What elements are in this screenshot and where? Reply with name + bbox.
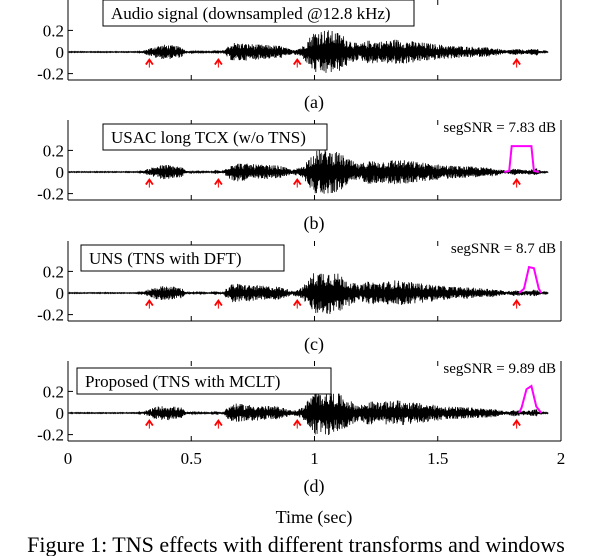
legend-box bbox=[102, 123, 328, 151]
y-tick-label: 0.2 bbox=[43, 141, 64, 160]
y-tick-label: 0 bbox=[56, 163, 65, 182]
y-tick-label: 0 bbox=[56, 43, 65, 62]
panel-label: (a) bbox=[304, 92, 324, 113]
panel-b: 0.2 0 -0.2 USAC long TCX (w/o TNS) segSNR = … bbox=[37, 120, 562, 234]
envelope-overlay-line bbox=[504, 145, 540, 173]
segsnr-annotation: segSNR = 8.7 dB bbox=[451, 241, 556, 257]
x-tick-label: 0 bbox=[64, 449, 73, 468]
y-tick-label: -0.2 bbox=[37, 65, 64, 84]
panel-c: 0.2 0 -0.2 UNS (TNS with DFT) segSNR = 8.7 d… bbox=[37, 241, 562, 355]
y-tick-label: 0.2 bbox=[43, 382, 64, 401]
x-tick-label: 2 bbox=[557, 449, 566, 468]
legend-label: Proposed (TNS with MCLT) bbox=[85, 372, 280, 391]
legend-box bbox=[80, 244, 285, 272]
legend-label: UNS (TNS with DFT) bbox=[89, 249, 242, 268]
waveform-line bbox=[68, 30, 549, 73]
legend-label: USAC long TCX (w/o TNS) bbox=[111, 128, 306, 147]
y-tick-label: 0.2 bbox=[43, 21, 64, 40]
y-tick-label: 0.2 bbox=[43, 262, 64, 281]
legend-label: Audio signal (downsampled @12.8 kHz) bbox=[111, 4, 391, 23]
y-tick-label: -0.2 bbox=[37, 185, 64, 204]
y-tick-label: -0.2 bbox=[37, 306, 64, 325]
panel-a: 0.2 0 -0.2 Audio signal (downsampled @12.8 … bbox=[37, 0, 562, 113]
panel-label: (b) bbox=[304, 213, 325, 234]
waveform-line bbox=[68, 390, 549, 436]
y-tick-label: -0.2 bbox=[37, 426, 64, 445]
figure-caption: Figure 1: TNS effects with different tra… bbox=[27, 532, 565, 556]
waveform-line bbox=[68, 273, 549, 315]
envelope-overlay-line bbox=[518, 265, 543, 294]
x-axis: 0 0.5 1 1.5 2 bbox=[64, 449, 566, 468]
legend-box bbox=[76, 367, 332, 395]
waveform-line bbox=[68, 149, 549, 194]
panel-label: (c) bbox=[304, 334, 324, 355]
legend-box bbox=[102, 0, 415, 27]
x-tick-label: 0.5 bbox=[181, 449, 202, 468]
x-axis-label: Time (sec) bbox=[276, 507, 353, 528]
x-tick-label: 1.5 bbox=[427, 449, 448, 468]
panel-label: (d) bbox=[304, 476, 325, 497]
x-tick-label: 1 bbox=[310, 449, 319, 468]
envelope-overlay-line bbox=[518, 384, 543, 414]
segsnr-annotation: segSNR = 9.89 dB bbox=[443, 361, 556, 377]
segsnr-annotation: segSNR = 7.83 dB bbox=[443, 120, 556, 136]
y-tick-label: 0 bbox=[56, 404, 65, 423]
y-tick-label: 0 bbox=[56, 284, 65, 303]
